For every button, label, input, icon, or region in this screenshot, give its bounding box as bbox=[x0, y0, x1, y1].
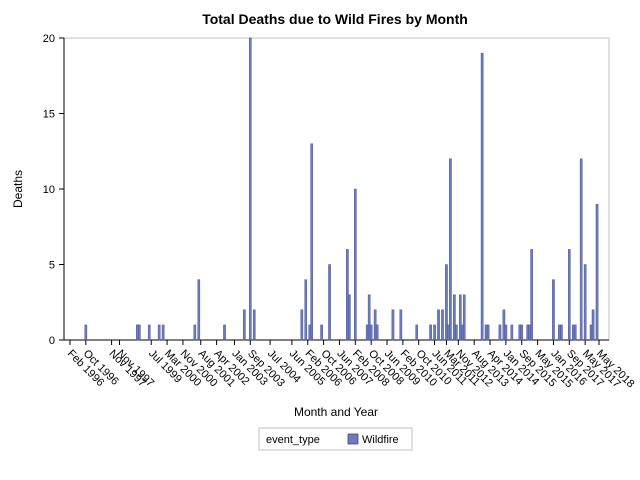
bar bbox=[328, 264, 331, 341]
bar bbox=[437, 309, 440, 341]
bar bbox=[415, 324, 419, 341]
bar bbox=[84, 324, 88, 341]
bar bbox=[304, 279, 308, 341]
legend-item-wildfire: Wildfire bbox=[362, 434, 399, 446]
bar bbox=[459, 294, 462, 341]
bar bbox=[552, 279, 555, 341]
bar bbox=[486, 324, 490, 341]
bar bbox=[445, 264, 448, 341]
bar bbox=[498, 324, 502, 341]
bar bbox=[560, 324, 563, 341]
bar bbox=[157, 324, 161, 341]
bar bbox=[583, 264, 587, 341]
x-axis-label: Month and Year bbox=[294, 405, 378, 419]
bar bbox=[455, 324, 458, 341]
bar bbox=[441, 309, 444, 341]
bar bbox=[193, 324, 197, 341]
bar bbox=[147, 324, 151, 341]
bar bbox=[320, 324, 323, 341]
bar bbox=[453, 294, 456, 341]
bar bbox=[369, 324, 373, 341]
y-tick-label: 10 bbox=[43, 184, 55, 196]
bar bbox=[530, 249, 533, 341]
bar bbox=[348, 294, 351, 341]
bar bbox=[573, 324, 577, 341]
y-tick-label: 15 bbox=[43, 109, 55, 121]
plot-frame bbox=[63, 37, 610, 341]
y-axis: 0 5 10 15 20 bbox=[43, 33, 65, 347]
bar bbox=[595, 203, 599, 341]
y-axis-label: Deaths bbox=[11, 170, 25, 208]
bar bbox=[252, 309, 256, 341]
bar bbox=[243, 309, 246, 341]
legend-swatch bbox=[347, 433, 359, 445]
bar bbox=[223, 324, 226, 341]
bar bbox=[391, 309, 395, 341]
bar bbox=[433, 324, 436, 341]
legend-title: event_type bbox=[266, 434, 320, 446]
bar bbox=[138, 324, 141, 341]
bar bbox=[567, 249, 571, 341]
bar bbox=[462, 294, 466, 341]
bar bbox=[248, 37, 252, 341]
bar bbox=[197, 279, 201, 341]
chart-title: Total Deaths due to Wild Fires by Month bbox=[202, 11, 468, 27]
bar bbox=[449, 158, 452, 341]
bar bbox=[480, 52, 484, 341]
y-tick-label: 20 bbox=[43, 33, 55, 45]
bars bbox=[84, 37, 599, 341]
bar bbox=[579, 158, 583, 341]
bar bbox=[375, 324, 379, 341]
bar bbox=[399, 309, 403, 341]
legend-box bbox=[258, 427, 413, 451]
bar bbox=[300, 309, 304, 341]
bar bbox=[510, 324, 514, 341]
bar bbox=[310, 143, 314, 341]
bar bbox=[520, 324, 524, 341]
y-tick-label: 0 bbox=[49, 335, 55, 347]
y-tick-label: 5 bbox=[49, 260, 55, 272]
bar bbox=[161, 324, 165, 341]
bar bbox=[591, 309, 595, 341]
bar bbox=[367, 294, 371, 341]
bar bbox=[429, 324, 432, 341]
legend: event_type Wildfire bbox=[258, 427, 413, 451]
bar bbox=[354, 188, 357, 341]
bar bbox=[504, 324, 508, 341]
